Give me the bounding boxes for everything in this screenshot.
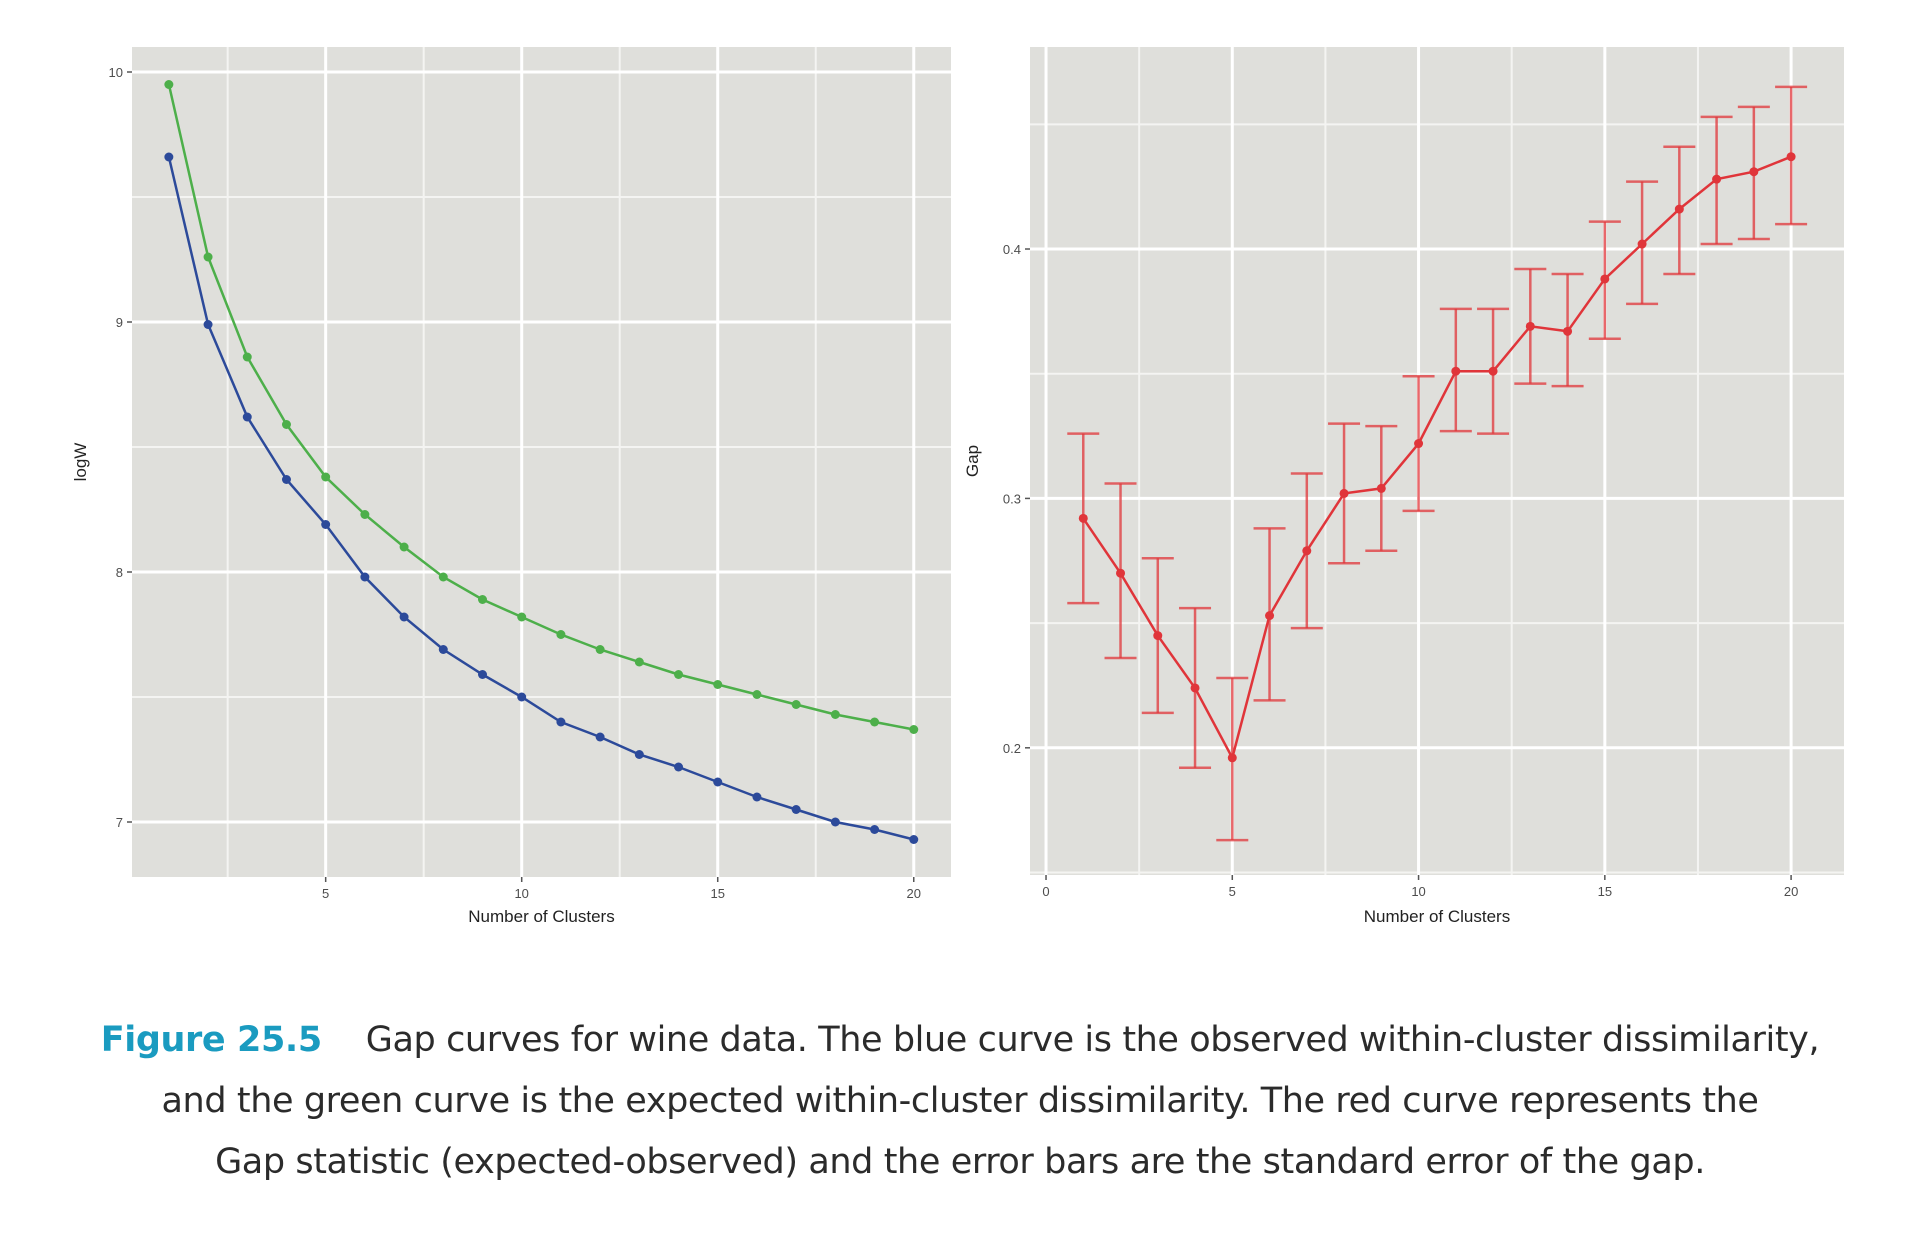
data-point [1637,239,1647,249]
x-tick-label: 10 [1411,884,1425,899]
data-point [281,420,291,429]
y-tick-label: 0.4 [1003,242,1021,257]
data-point [1339,488,1349,498]
data-point [281,475,291,484]
data-point [1376,483,1386,493]
y-tick-label: 0.2 [1003,741,1021,756]
x-tick-label: 20 [907,886,921,901]
series-observed [164,152,919,844]
series-gap [1067,85,1808,842]
x-axis-title: Number of Clusters [468,907,614,926]
plot-background [1030,47,1844,875]
data-point [1302,546,1312,556]
data-point [360,572,370,582]
data-point [321,472,331,482]
data-point [242,352,252,362]
data-point [477,670,487,679]
series-line [167,84,915,731]
data-point [399,542,409,552]
data-point [713,680,723,689]
data-point [595,645,605,654]
data-point [830,710,840,719]
x-tick-label: 15 [710,886,724,901]
caption-line-3: Gap statistic (expected-observed) and th… [215,1142,1705,1182]
plot-background [132,47,951,877]
data-point [360,510,370,519]
data-point [870,717,880,727]
caption-line-1: Figure 25.5 Gap curves for wine data. The… [0,1010,1920,1071]
data-point [870,825,880,834]
x-tick-label: 5 [1229,884,1236,899]
figure-caption: Figure 25.5 Gap curves for wine data. The… [0,1010,1920,1193]
series-line [1082,155,1792,762]
data-point [1488,366,1498,376]
data-point [1749,167,1759,177]
data-point [1600,274,1610,284]
series-line [167,156,915,841]
data-point [1563,326,1573,336]
data-point [791,700,801,709]
data-point [1525,321,1535,331]
y-tick-label: 0.3 [1003,491,1021,506]
data-point [713,777,723,787]
data-point [1451,366,1461,376]
x-tick-label: 0 [1042,884,1049,899]
logw-chart-panel: 7 8 9 10 5 10 15 20 Number of Clusters logW [71,47,951,926]
data-point [1227,753,1237,763]
y-tick-label: 10 [109,65,123,80]
data-point [556,630,566,639]
x-tick-label: 5 [322,886,329,901]
data-point [674,670,684,679]
figure-number-label: Figure 25.5 [100,1020,322,1060]
data-point [830,817,840,827]
data-point [399,612,409,622]
data-point [791,805,801,814]
data-point [203,252,213,262]
data-point [1414,439,1424,449]
data-point [752,690,762,699]
data-point [752,792,762,802]
data-point [1786,152,1796,162]
data-point [1116,568,1126,578]
data-point [674,762,684,772]
data-point [321,520,331,529]
y-tick-label: 9 [116,315,123,330]
data-point [164,152,174,162]
data-point [517,692,527,702]
data-point [909,835,919,844]
data-point [1674,204,1684,214]
data-point [634,750,644,759]
data-point [438,645,448,654]
data-point [438,572,448,582]
series-expected [164,80,919,734]
data-point [1153,631,1163,641]
x-axis-title: Number of Clusters [1364,907,1510,926]
y-tick-label: 8 [116,565,123,580]
data-point [1265,611,1275,621]
data-point [203,320,213,329]
data-point [242,412,252,422]
y-axis-title: logW [71,443,90,482]
data-point [477,595,487,604]
data-point [634,657,644,667]
data-point [595,732,605,742]
data-point [1190,683,1200,693]
data-point [909,725,919,734]
x-tick-label: 15 [1598,884,1612,899]
gap-chart-panel: 0.2 0.3 0.4 0 5 10 15 20 Number of Clusters Gap [963,47,1844,926]
data-point [556,717,566,727]
data-point [1078,513,1088,523]
caption-line-2: and the green curve is the expected with… [161,1081,1759,1121]
data-point [1712,174,1722,184]
y-tick-label: 7 [116,815,123,830]
x-tick-label: 20 [1784,884,1798,899]
x-tick-label: 10 [514,886,528,901]
data-point [517,612,527,622]
data-point [164,80,174,89]
y-axis-title: Gap [963,445,982,477]
caption-text-1: Gap curves for wine data. The blue curve… [365,1020,1820,1060]
